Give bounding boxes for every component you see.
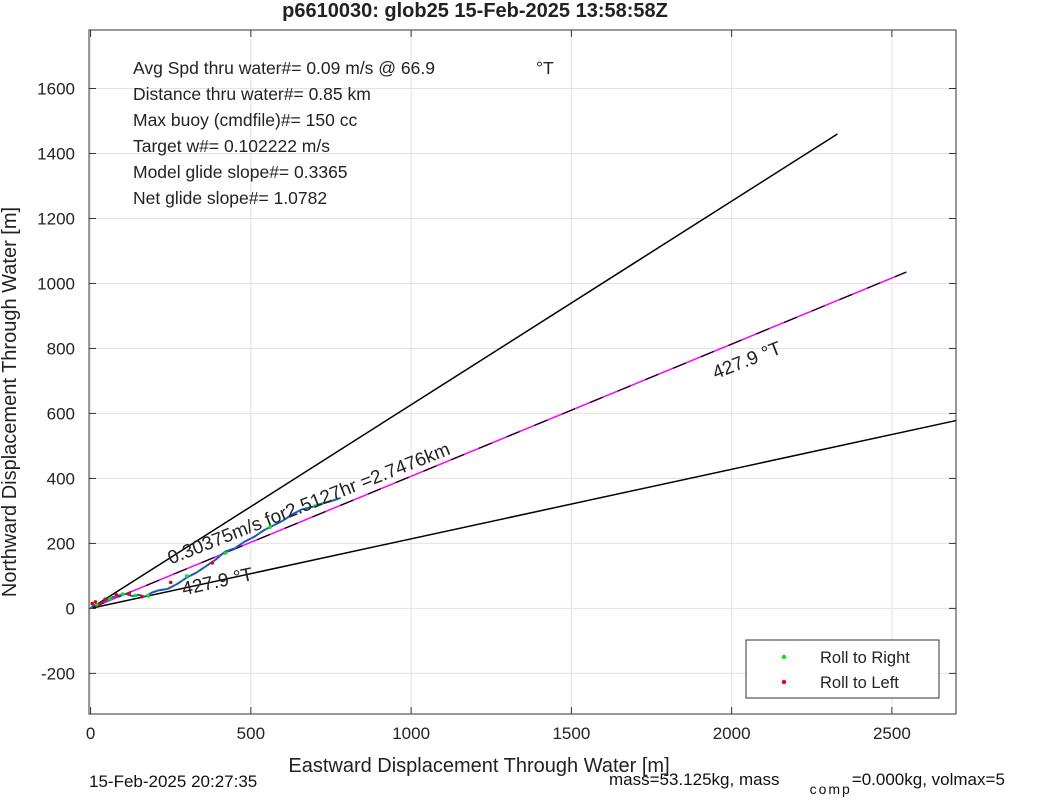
roll-right-point bbox=[146, 594, 151, 598]
y-tick-label: 200 bbox=[47, 534, 75, 553]
plot-area bbox=[89, 30, 956, 714]
x-tick-label: 2000 bbox=[713, 724, 751, 743]
roll-left-point bbox=[127, 591, 131, 596]
x-tick-label: 2500 bbox=[873, 724, 911, 743]
reference-line-upper-bound bbox=[90, 133, 838, 610]
y-tick-label: 600 bbox=[47, 404, 75, 423]
info-text: Avg Spd thru water#= 0.09 m/s @ 66.9 °T Di… bbox=[133, 58, 554, 208]
x-tick-label: 500 bbox=[237, 724, 265, 743]
info-line: Distance thru water#= 0.85 km bbox=[133, 84, 371, 104]
info-line: Model glide slope#= 0.3365 bbox=[133, 162, 348, 182]
roll-left-point bbox=[168, 580, 173, 585]
y-tick-label: 800 bbox=[47, 339, 75, 358]
roll-right-point bbox=[313, 504, 317, 508]
legend-label: Roll to Left bbox=[820, 674, 899, 692]
y-tick-label: 1600 bbox=[37, 79, 75, 98]
x-axis-label: Eastward Displacement Through Water [m] bbox=[288, 755, 669, 777]
footer-mass: mass=53.125kg, mass comp=0.000kg, volmax=… bbox=[609, 770, 1005, 797]
info-line: Max buoy (cmdfile)#= 150 cc bbox=[133, 110, 357, 130]
roll-right-point bbox=[133, 593, 138, 598]
grid bbox=[89, 30, 956, 714]
axes: 0 500 1000 1500 2000 2500 -200 0 200 400 600 800 100… bbox=[37, 29, 957, 743]
y-tick-label: 400 bbox=[47, 469, 75, 488]
track-group bbox=[89, 496, 341, 610]
info-line: Target w#= 0.102222 m/s bbox=[133, 136, 330, 156]
mass-prefix: mass=53.125kg, mass bbox=[609, 770, 780, 789]
legend-label: Roll to Right bbox=[820, 649, 910, 667]
legend: Roll to Right Roll to Left bbox=[745, 639, 940, 699]
chart-title: p6610030: glob25 15-Feb-2025 13:58:58Z bbox=[282, 0, 668, 22]
roll-right-point bbox=[95, 602, 99, 607]
info-line-unit: °T bbox=[536, 58, 554, 78]
roll-left-point bbox=[90, 601, 95, 606]
reference-line-lower-bound bbox=[90, 419, 957, 610]
legend-box bbox=[745, 639, 940, 699]
x-tick-label: 0 bbox=[86, 724, 95, 743]
roll-right-point bbox=[120, 592, 125, 596]
roll-right-point bbox=[223, 551, 228, 555]
roll-left-point bbox=[103, 597, 107, 602]
legend-marker bbox=[781, 679, 787, 685]
info-line: Avg Spd thru water#= 0.09 m/s @ 66.9 bbox=[133, 58, 435, 78]
roll-right-point bbox=[268, 525, 272, 529]
roll-left-point bbox=[93, 600, 98, 604]
y-tick-label: 0 bbox=[66, 599, 75, 618]
roll-left-point bbox=[140, 594, 144, 599]
y-tick-label: 1200 bbox=[37, 209, 75, 228]
axes-box bbox=[88, 29, 957, 715]
roll-right-point bbox=[184, 574, 189, 578]
x-tick-label: 1000 bbox=[392, 724, 430, 743]
footer-timestamp: 15-Feb-2025 20:27:35 bbox=[89, 772, 258, 791]
roll-left-point bbox=[98, 602, 103, 607]
x-tick-label: 1500 bbox=[552, 724, 590, 743]
y-tick-label: 1000 bbox=[37, 274, 75, 293]
y-axis-label: Northward Displacement Through Water [m] bbox=[0, 207, 21, 597]
roll-left-point bbox=[114, 592, 119, 597]
legend-marker bbox=[781, 654, 787, 660]
mass-subscript: comp bbox=[809, 781, 852, 797]
info-line: Net glide slope#= 1.0782 bbox=[133, 188, 327, 208]
track-line-dashes bbox=[90, 497, 341, 609]
y-tick-label: 1400 bbox=[37, 144, 75, 163]
roll-right-point bbox=[108, 596, 112, 601]
roll-left-point bbox=[210, 561, 215, 565]
mass-suffix: =0.000kg, volmax=5 bbox=[851, 770, 1005, 789]
y-tick-label: -200 bbox=[41, 664, 75, 683]
